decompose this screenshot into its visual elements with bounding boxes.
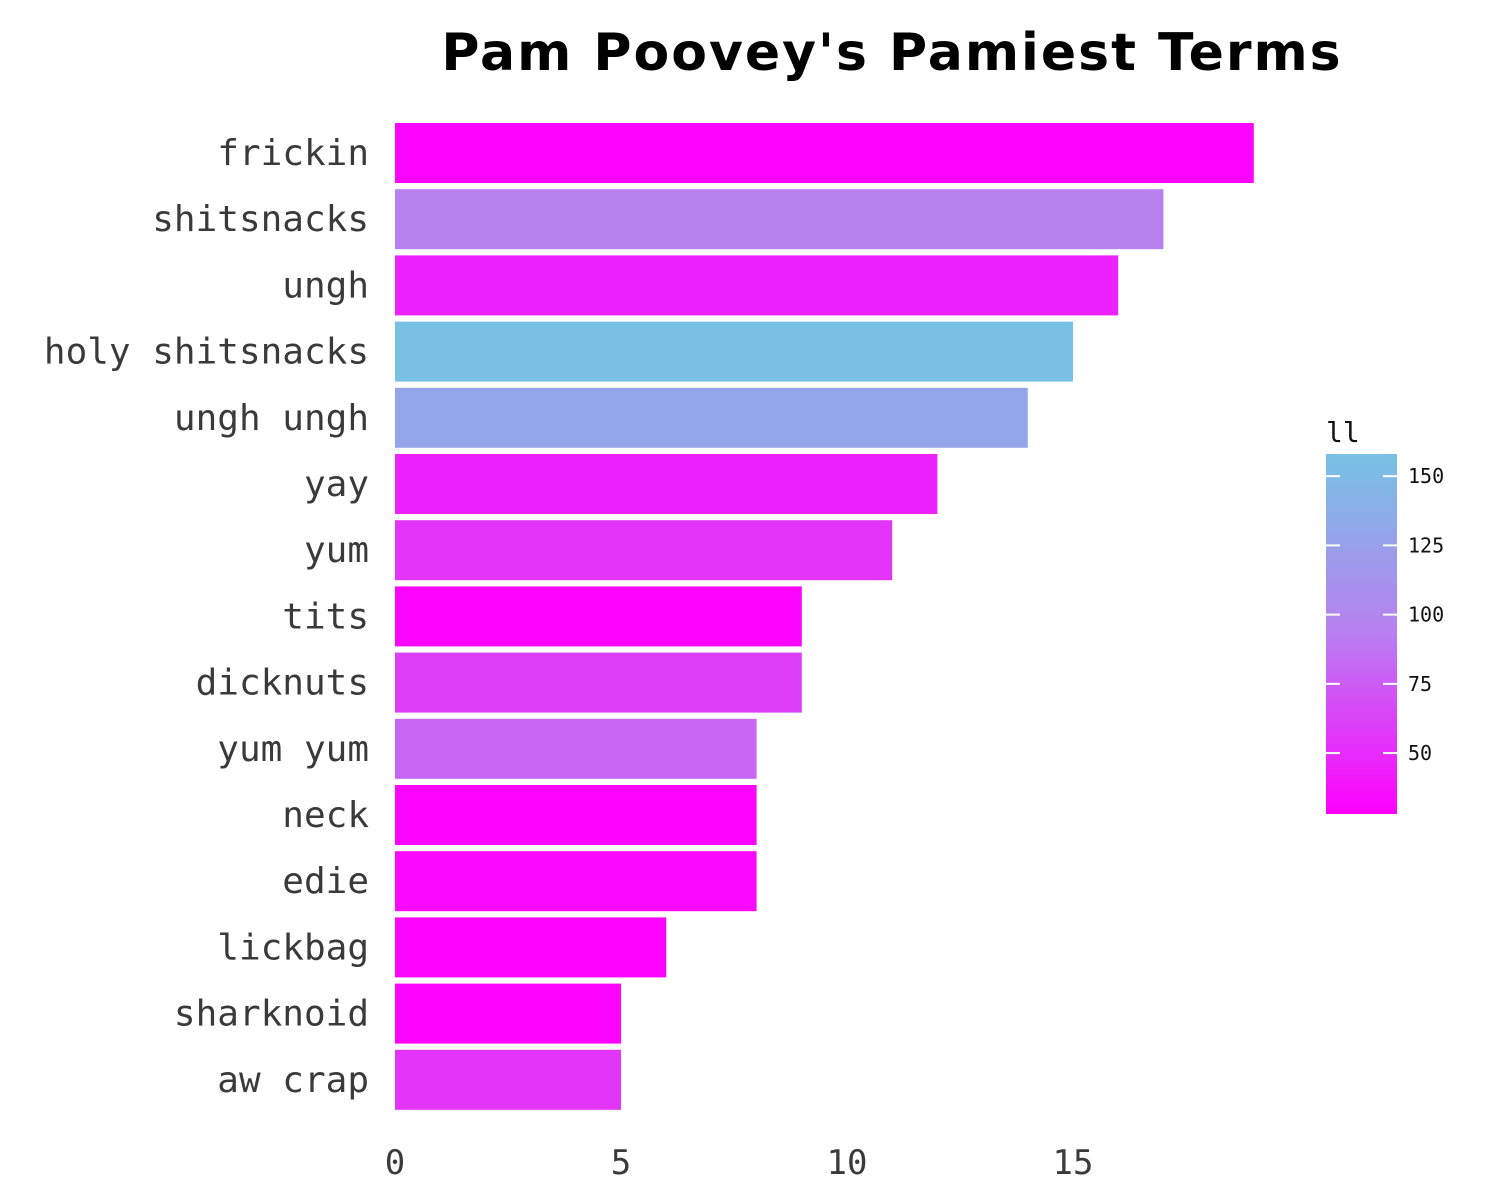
- bar-holy-shitsnacks: [395, 321, 1073, 382]
- category-label: yay: [304, 464, 369, 505]
- bar-sharknoid: [395, 983, 621, 1044]
- category-label: edie: [282, 861, 369, 902]
- bars-group: [395, 123, 1254, 1110]
- legend-tick-label: 100: [1408, 603, 1444, 627]
- category-label: holy shitsnacks: [44, 332, 369, 373]
- bar-neck: [395, 785, 757, 845]
- category-label: ungh: [282, 265, 369, 306]
- x-tick-label: 5: [611, 1143, 631, 1183]
- category-label: shitsnacks: [152, 199, 369, 240]
- legend-tick-label: 125: [1408, 533, 1444, 557]
- bar-aw-crap: [395, 1049, 621, 1110]
- bar-dicknuts: [395, 652, 802, 713]
- category-label: frickin: [217, 133, 369, 174]
- bar-edie: [395, 851, 757, 912]
- category-label: dicknuts: [196, 663, 369, 704]
- legend-ticks: 50 75 100 125 150: [1326, 464, 1444, 765]
- bar-tits: [395, 586, 802, 647]
- category-label: sharknoid: [174, 994, 369, 1035]
- chart-title: Pam Poovey's Pamiest Terms: [441, 23, 1342, 83]
- x-tick-label: 10: [827, 1143, 868, 1183]
- category-label: neck: [282, 795, 369, 836]
- bar-lickbag: [395, 917, 667, 978]
- category-label: aw crap: [217, 1060, 369, 1101]
- bar-ungh: [395, 255, 1119, 316]
- color-legend: ll 50 75 100 125 150: [1326, 416, 1444, 814]
- category-labels: frickin shitsnacks ungh holy shitsnacks ungh…: [44, 133, 369, 1101]
- category-label: yum yum: [217, 729, 369, 770]
- bar-yum-yum: [395, 718, 757, 779]
- legend-tick-label: 75: [1408, 672, 1432, 696]
- bar-frickin: [395, 123, 1254, 183]
- category-label: yum: [304, 530, 369, 571]
- x-axis-ticks: 0 5 10 15: [385, 1143, 1094, 1183]
- legend-tick-label: 150: [1408, 464, 1444, 488]
- bar-yum: [395, 520, 893, 581]
- legend-tick-label: 50: [1408, 741, 1432, 765]
- bar-yay: [395, 454, 938, 514]
- legend-colorbar: [1326, 454, 1397, 814]
- x-tick-label: 0: [385, 1143, 405, 1183]
- x-tick-label: 15: [1053, 1143, 1094, 1183]
- bar-shitsnacks: [395, 189, 1164, 250]
- category-label: lickbag: [217, 927, 369, 968]
- category-label: tits: [282, 596, 369, 637]
- category-label: ungh ungh: [174, 398, 369, 439]
- bar-ungh-ungh: [395, 387, 1028, 448]
- legend-title: ll: [1326, 416, 1360, 449]
